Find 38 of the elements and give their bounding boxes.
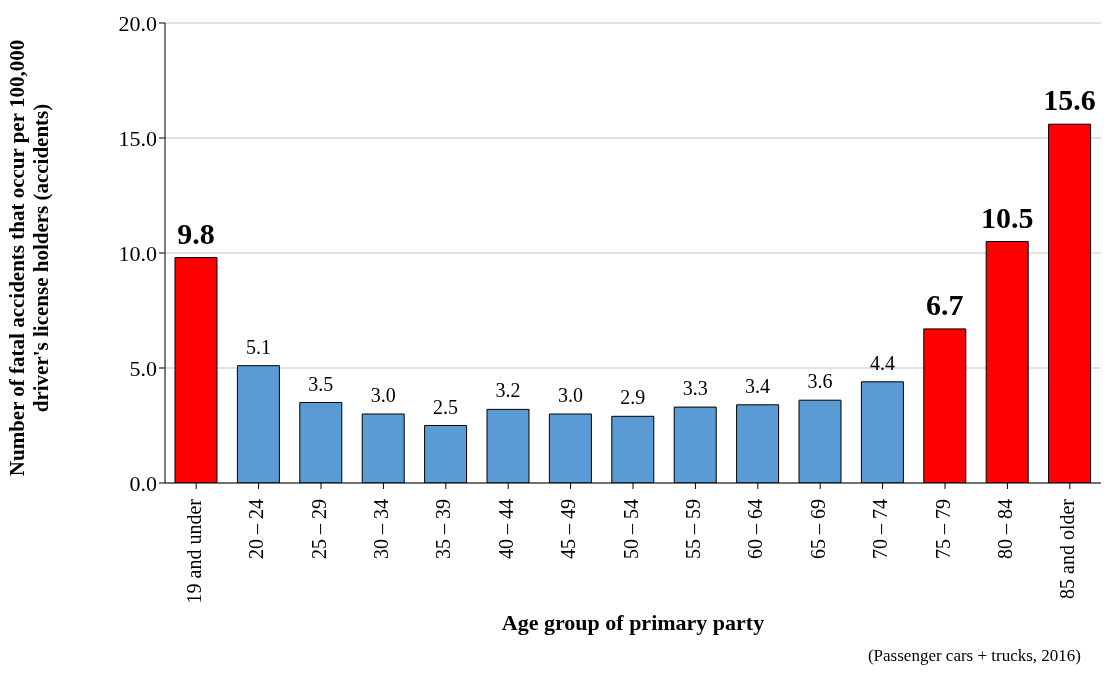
- data-label: 3.5: [308, 372, 334, 395]
- x-tick-label: 50 – 54: [619, 499, 642, 559]
- x-tick-label: 80 – 84: [993, 499, 1016, 559]
- x-tick-label: 65 – 69: [806, 499, 829, 559]
- data-label: 5.1: [245, 335, 271, 358]
- data-label: 3.6: [807, 370, 833, 393]
- x-tick-label: 40 – 44: [494, 499, 517, 559]
- data-label: 9.8: [177, 216, 215, 250]
- x-tick-label: 20 – 24: [245, 499, 268, 559]
- x-axis-title: Age group of primary party: [501, 610, 765, 635]
- y-tick-label: 10.0: [118, 240, 157, 266]
- y-axis-title: Number of fatal accidents that occur per 100,000 driver's license holders (accidents): [5, 38, 54, 479]
- x-tick-label: 30 – 34: [369, 499, 392, 559]
- data-label: 3.3: [682, 377, 708, 400]
- x-tick-label: 55 – 59: [681, 499, 704, 559]
- x-tick-label: 70 – 74: [869, 499, 892, 559]
- data-label: 3.0: [557, 384, 583, 406]
- data-label: 3.2: [495, 379, 521, 402]
- data-label: 10.5: [980, 200, 1034, 234]
- data-label: 4.4: [869, 351, 895, 374]
- x-tick-label: 75 – 79: [931, 499, 954, 559]
- x-tick-label: 45 – 49: [557, 499, 580, 559]
- data-label: 3.4: [745, 374, 771, 397]
- x-tick-label: 85 and older: [1056, 498, 1079, 599]
- x-tick-label: 60 – 64: [744, 499, 767, 559]
- y-tick-label: 0.0: [129, 470, 157, 496]
- text: (Passenger cars + trucks, 2016): [867, 646, 1081, 666]
- y-tick-label: 5.0: [129, 355, 157, 381]
- y-tick-label: 15.0: [118, 125, 157, 151]
- data-label: 15.6: [1043, 83, 1096, 117]
- x-tick-label: 19 and under: [182, 498, 205, 604]
- data-label: 2.9: [620, 386, 646, 409]
- x-tick-label: 25 – 29: [307, 499, 330, 559]
- y-tick-label: 20.0: [118, 10, 157, 36]
- data-label: 3.0: [370, 384, 396, 406]
- data-label: 6.7: [926, 287, 964, 321]
- data-label: 2.5: [433, 395, 459, 418]
- x-tick-label: 35 – 39: [432, 499, 455, 559]
